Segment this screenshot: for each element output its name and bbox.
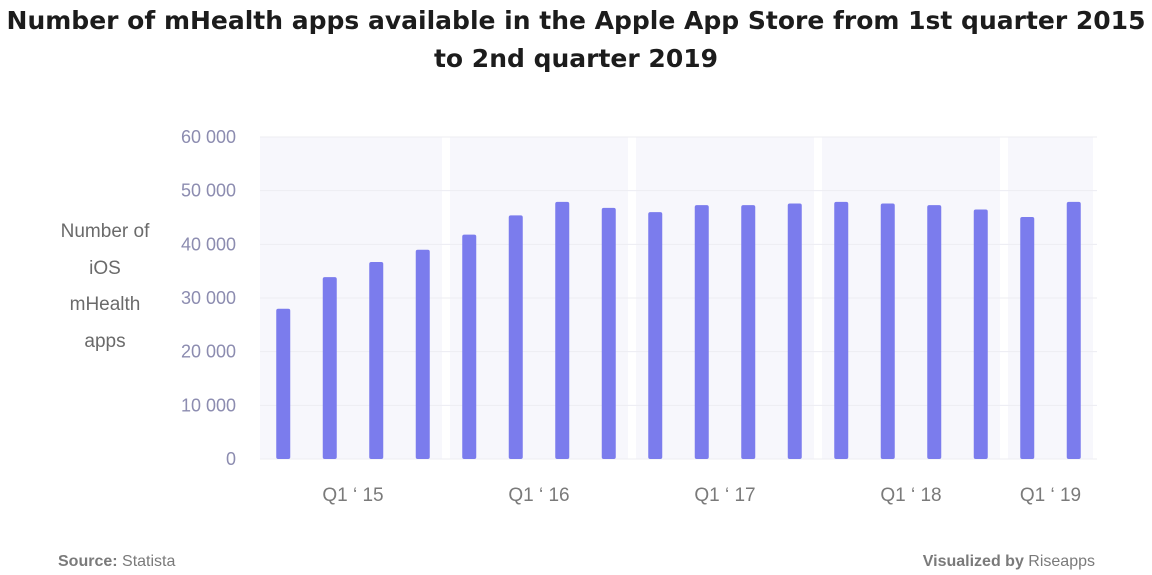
- bar: [787, 203, 802, 459]
- bar: [1066, 201, 1081, 460]
- bar: [927, 205, 942, 459]
- y-tick-label: 0: [226, 449, 236, 469]
- y-tick-label: 60 000: [181, 127, 236, 147]
- x-tick-label: Q1 ‘ 16: [508, 485, 569, 506]
- bar: [973, 209, 988, 459]
- visualized-by-note: Visualized by Riseapps: [923, 553, 1095, 571]
- x-tick-label: Q1 ‘ 18: [880, 485, 941, 506]
- source-label: Source:: [58, 553, 118, 570]
- y-tick-label: 50 000: [181, 181, 236, 201]
- y-axis-ticks: 0 10 000 20 000 30 000 40 000 50 000 60 000: [181, 127, 236, 469]
- bar: [1020, 216, 1035, 459]
- y-tick-label: 40 000: [181, 234, 236, 254]
- y-tick-label: 30 000: [181, 288, 236, 308]
- bar: [276, 308, 291, 459]
- bar: [555, 201, 570, 460]
- y-tick-label: 10 000: [181, 395, 236, 415]
- x-axis-ticks: Q1 ‘ 15 Q1 ‘ 16 Q1 ‘ 17 Q1 ‘ 18 Q1 ‘ 19: [322, 485, 1081, 506]
- gridlines: [260, 136, 1097, 460]
- y-tick-label: 20 000: [181, 342, 236, 362]
- chart-title: Number of mHealth apps available in the …: [6, 6, 1146, 73]
- bar: [322, 277, 337, 459]
- bar: [462, 234, 477, 459]
- x-tick-label: Q1 ‘ 15: [322, 485, 383, 506]
- bar: [648, 212, 663, 459]
- bar: [601, 207, 616, 459]
- bar: [834, 201, 849, 460]
- visualized-by-value: Riseapps: [1028, 553, 1095, 570]
- x-tick-label: Q1 ‘ 19: [1020, 485, 1081, 506]
- bar: [880, 203, 895, 459]
- visualized-by-label: Visualized by: [922, 553, 1024, 570]
- bars: [276, 201, 1081, 460]
- source-note: Source: Statista: [58, 553, 175, 571]
- bar: [508, 215, 523, 459]
- x-tick-label: Q1 ‘ 17: [694, 485, 755, 506]
- bar: [694, 205, 709, 459]
- y-axis-label: Number of iOS mHealth apps: [60, 221, 150, 352]
- bar: [415, 249, 430, 459]
- source-value: Statista: [122, 553, 176, 570]
- bar: [369, 262, 384, 459]
- bar: [741, 205, 756, 459]
